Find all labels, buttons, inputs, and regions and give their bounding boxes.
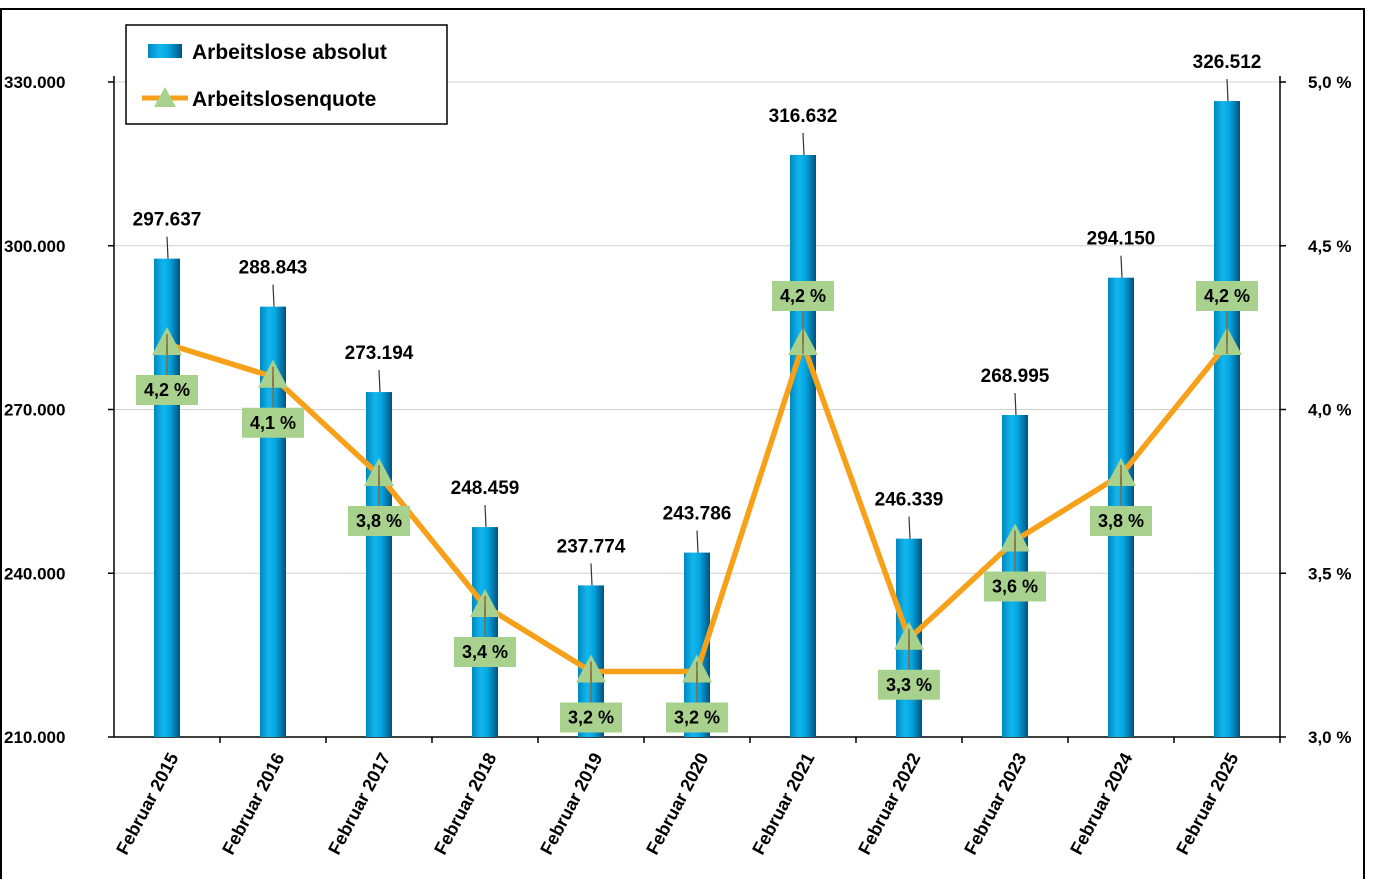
bar [366,392,392,737]
right-axis-tick-label: 5,0 % [1308,73,1351,92]
x-axis-category-label: Februar 2018 [430,749,500,857]
quote-label-box [1196,281,1258,311]
quote-value-label: 3,8 % [1098,511,1144,531]
bar-label-leader [802,132,805,155]
quote-value-label: 3,4 % [462,642,508,662]
bar-label-leader [1120,255,1123,278]
x-axis-category-label: Februar 2020 [642,749,712,857]
right-axis-tick-label: 4,0 % [1308,401,1351,420]
bar-label-leader [590,563,593,586]
x-axis-category-label: Februar 2021 [748,749,818,857]
axes: 210.000 240.000 270.000 300.000 330.000 3,0 %… [4,73,1351,858]
left-axis-tick-label: 240.000 [4,564,65,583]
chart-frame [0,8,1365,879]
left-axis-tick-label: 270.000 [4,401,65,420]
quote-label-box [136,375,198,405]
legend-triangle-marker [154,87,176,107]
gridlines [114,81,1280,574]
bar-value-label: 288.843 [239,258,308,279]
bar-value-label: 316.632 [769,106,838,127]
quote-value-label: 3,8 % [356,511,402,531]
bar [1214,101,1240,737]
bar-label-leader [1014,392,1017,416]
legend-bar-swatch [148,44,182,58]
right-axis-tick-label: 3,5 % [1308,564,1351,583]
legend-label-quote: Arbeitslosenquote [192,88,376,111]
quote-label-box [348,506,410,536]
legend-box [125,24,448,125]
quote-label-box [984,571,1046,602]
x-axis-category-label: Februar 2025 [1172,749,1242,857]
quote-value-label: 4,2 % [144,380,190,400]
left-axis-tick-label: 210.000 [4,728,65,747]
bar-value-label: 248.459 [451,478,520,499]
left-axis-tick-label: 330.000 [4,73,65,92]
x-axis-category-label: Februar 2019 [536,749,606,857]
data-labels: 297.637 288.843 273.194 248.459 237.774 243.7… [133,52,1262,733]
bar-label-leader [378,370,381,393]
quote-value-label: 3,3 % [886,675,932,695]
bar-label-leader [166,236,169,259]
quote-label-box [242,407,304,438]
x-axis-category-label: Februar 2024 [1066,749,1136,857]
bar-value-label: 294.150 [1087,229,1156,250]
quote-value-label: 4,2 % [1204,286,1250,306]
bar [790,154,816,738]
quote-value-label: 3,2 % [674,708,720,728]
bar-value-label: 268.995 [981,366,1050,387]
x-axis-category-label: Februar 2015 [112,749,182,857]
quote-label-box [560,702,622,733]
quote-label-box [666,702,728,733]
x-axis-category-label: Februar 2017 [324,749,394,857]
bar-value-label: 297.637 [133,210,202,231]
quote-label-box [772,281,834,311]
bar-label-leader [1226,79,1229,102]
x-axis-category-label: Februar 2022 [854,749,924,857]
bar-value-label: 246.339 [875,490,944,511]
quote-label-box [1090,506,1152,536]
quote-value-label: 4,2 % [780,286,826,306]
quote-label-box [878,669,940,700]
bar-value-label: 237.774 [557,536,626,557]
quote-value-label: 4,1 % [250,413,296,433]
bar-value-label: 273.194 [345,343,414,364]
x-axis-category-label: Februar 2016 [218,749,288,857]
legend-label-absolut: Arbeitslose absolut [192,41,387,64]
bar-value-label: 326.512 [1193,52,1262,73]
bar-label-leader [696,530,699,553]
legend: Arbeitslose absolut Arbeitslosenquote [125,24,448,125]
left-axis-tick-label: 300.000 [4,237,65,256]
bar-label-leader [484,505,487,528]
bar-value-label: 243.786 [663,504,732,525]
quote-value-label: 3,6 % [992,577,1038,597]
quote-label-box [454,637,516,667]
x-axis-category-label: Februar 2023 [960,749,1030,857]
right-axis-tick-label: 3,0 % [1308,728,1351,747]
quote-value-label: 3,2 % [568,708,614,728]
bar-label-leader [908,516,911,539]
right-axis-tick-label: 4,5 % [1308,237,1351,256]
bar-label-leader [272,284,275,307]
